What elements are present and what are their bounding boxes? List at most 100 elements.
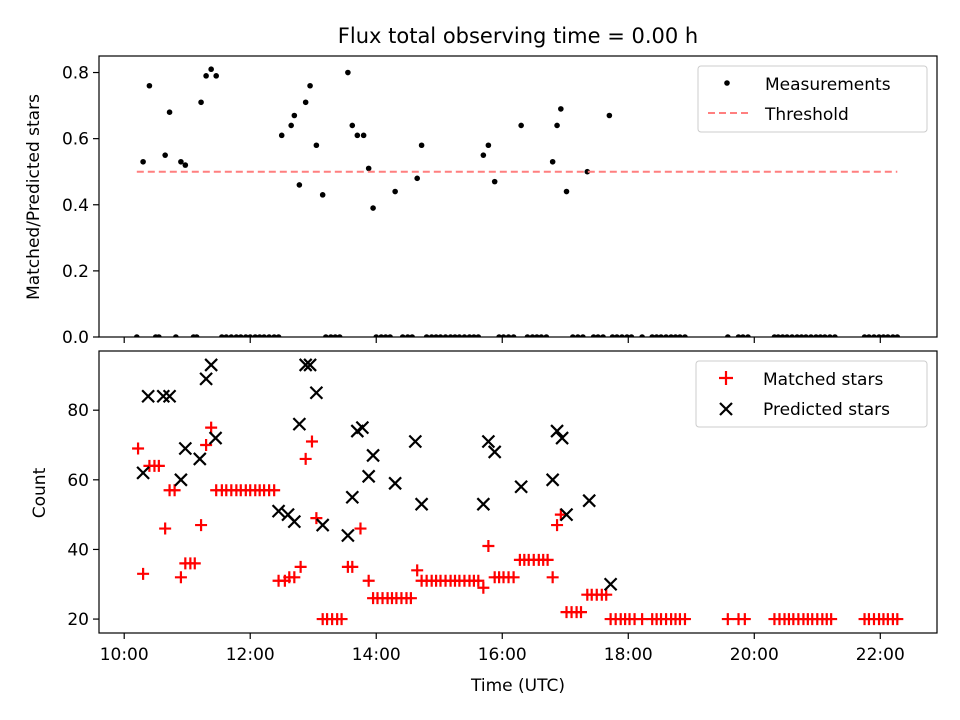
predicted-stars-point xyxy=(292,417,307,431)
measurements-point xyxy=(584,168,591,175)
predicted-stars-point xyxy=(355,420,370,435)
predicted-stars-point xyxy=(298,358,313,372)
matched-stars-point xyxy=(346,560,359,573)
matched-stars-point xyxy=(477,581,490,594)
predicted-stars-point xyxy=(582,493,596,508)
top-data-marks xyxy=(134,66,901,337)
bottom-y-tick-label: 80 xyxy=(67,401,89,421)
predicted-stars-point xyxy=(303,358,317,372)
matched-stars-point xyxy=(168,484,181,497)
measurements-point xyxy=(880,334,887,337)
measurements-point xyxy=(162,152,168,158)
measurements-point xyxy=(543,334,550,337)
measurements-point xyxy=(373,334,380,337)
matched-stars-point xyxy=(159,522,172,535)
measurements-point xyxy=(392,188,398,195)
measurements-point xyxy=(178,158,184,165)
measurements-point xyxy=(237,334,244,337)
measurements-point xyxy=(534,334,540,337)
measurements-point xyxy=(134,334,140,337)
measurements-point xyxy=(725,334,731,337)
measurements-point xyxy=(600,334,606,337)
measurements-point xyxy=(233,334,240,337)
measurements-point xyxy=(524,334,531,337)
measurements-point xyxy=(275,334,282,337)
predicted-stars-point xyxy=(271,504,286,518)
predicted-stars-point xyxy=(287,514,302,529)
measurements-point xyxy=(203,73,209,79)
measurements-point xyxy=(409,334,415,337)
top-legend: Measurements Threshold xyxy=(697,65,928,133)
measurements-point xyxy=(558,106,564,112)
measurements-point xyxy=(794,334,800,337)
predicted-stars-point xyxy=(178,441,193,456)
predicted-stars-point xyxy=(193,452,207,466)
measurements-point xyxy=(735,334,742,337)
measurements-point xyxy=(832,334,838,337)
legend-label-threshold: Threshold xyxy=(764,105,849,125)
measurements-point xyxy=(193,334,200,337)
measurements-point xyxy=(291,112,298,119)
measurements-point xyxy=(606,112,613,119)
predicted-stars-point xyxy=(136,466,150,480)
measurements-point xyxy=(423,334,430,337)
matched-stars-point xyxy=(411,564,424,577)
predicted-stars-point xyxy=(603,577,618,592)
measurements-point xyxy=(156,334,162,337)
measurements-point xyxy=(876,334,882,337)
matched-stars-point xyxy=(554,508,567,521)
measurements-point xyxy=(365,165,372,172)
measurements-point xyxy=(554,122,560,129)
measurements-point xyxy=(529,334,536,337)
measurements-point xyxy=(480,152,487,158)
predicted-stars-point xyxy=(208,431,223,445)
predicted-stars-point xyxy=(341,528,355,543)
bottom-legend: Matched stars Predicted stars xyxy=(695,360,928,428)
top-y-tick-label: 0.6 xyxy=(62,130,89,150)
measurements-point xyxy=(223,334,230,337)
bottom-data-marks xyxy=(132,358,904,626)
matched-stars-point xyxy=(195,519,208,532)
predicted-stars-point xyxy=(476,497,491,511)
top-y-ticks: 0.0 0.2 0.4 0.6 0.8 xyxy=(62,64,99,348)
matched-stars-point xyxy=(305,435,318,448)
predicted-stars-point xyxy=(162,389,177,404)
measurements-point xyxy=(140,158,146,165)
matched-stars-point xyxy=(152,459,165,472)
top-panel: 0.00.20.40.60.8 Matched/Predicted stars … xyxy=(24,55,938,348)
measurements-point xyxy=(491,178,498,185)
measurements-point xyxy=(822,334,828,337)
matched-stars-point xyxy=(268,484,281,497)
measurements-point xyxy=(166,109,173,115)
measurements-point xyxy=(595,334,601,337)
predicted-stars-point xyxy=(366,448,380,463)
matched-stars-point xyxy=(891,613,904,626)
measurements-point xyxy=(182,162,189,168)
measurements-point xyxy=(399,334,406,337)
measurements-point xyxy=(345,69,351,76)
predicted-stars-point xyxy=(199,372,213,386)
matched-stars-point xyxy=(205,421,218,434)
matched-stars-point xyxy=(404,592,417,605)
measurements-point xyxy=(208,66,214,73)
matched-stars-point xyxy=(299,452,312,465)
legend-label-measurements: Measurements xyxy=(765,75,891,95)
measurements-point xyxy=(370,205,376,211)
measurements-point xyxy=(461,334,468,337)
measurements-point xyxy=(649,334,656,337)
top-y-tick-label: 0.4 xyxy=(62,196,89,216)
measurements-point xyxy=(609,334,616,337)
measurements-point xyxy=(518,122,524,129)
matched-stars-point xyxy=(294,560,307,573)
x-tick-label: 18:00 xyxy=(604,645,653,665)
measurements-point xyxy=(471,334,477,337)
measurements-point xyxy=(247,334,254,337)
predicted-stars-point xyxy=(361,469,376,484)
measurements-point xyxy=(639,334,645,337)
predicted-stars-point xyxy=(309,386,324,400)
measurements-point xyxy=(628,334,635,337)
top-y-tick-label: 0.8 xyxy=(62,64,89,84)
measurements-point xyxy=(271,334,277,337)
measurements-point xyxy=(549,158,556,165)
